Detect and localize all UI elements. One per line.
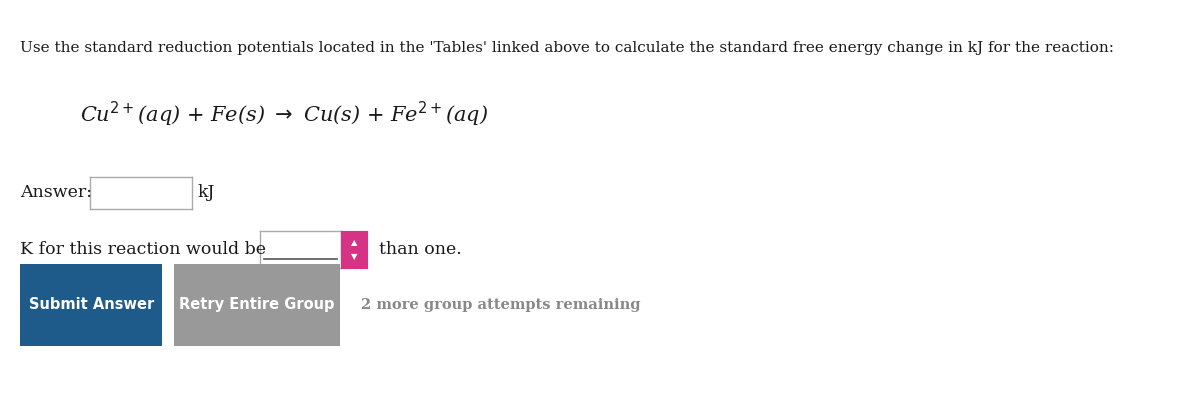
Text: than one.: than one. <box>379 241 462 258</box>
FancyBboxPatch shape <box>166 260 348 350</box>
FancyBboxPatch shape <box>13 260 169 350</box>
Text: ▼: ▼ <box>350 252 358 261</box>
Text: Cu$^{2+}$(aq) + Fe(s) $\rightarrow$ Cu(s) + Fe$^{2+}$(aq): Cu$^{2+}$(aq) + Fe(s) $\rightarrow$ Cu(s… <box>80 100 488 129</box>
Text: K for this reaction would be: K for this reaction would be <box>20 241 266 258</box>
Text: Use the standard reduction potentials located in the 'Tables' linked above to ca: Use the standard reduction potentials lo… <box>20 41 1115 55</box>
Text: Retry Entire Group: Retry Entire Group <box>179 297 335 312</box>
Text: ▲: ▲ <box>350 238 358 247</box>
Text: 2 more group attempts remaining: 2 more group attempts remaining <box>361 298 641 312</box>
Text: Answer:: Answer: <box>20 184 92 201</box>
Text: kJ: kJ <box>198 184 215 201</box>
Text: Submit Answer: Submit Answer <box>29 297 154 312</box>
